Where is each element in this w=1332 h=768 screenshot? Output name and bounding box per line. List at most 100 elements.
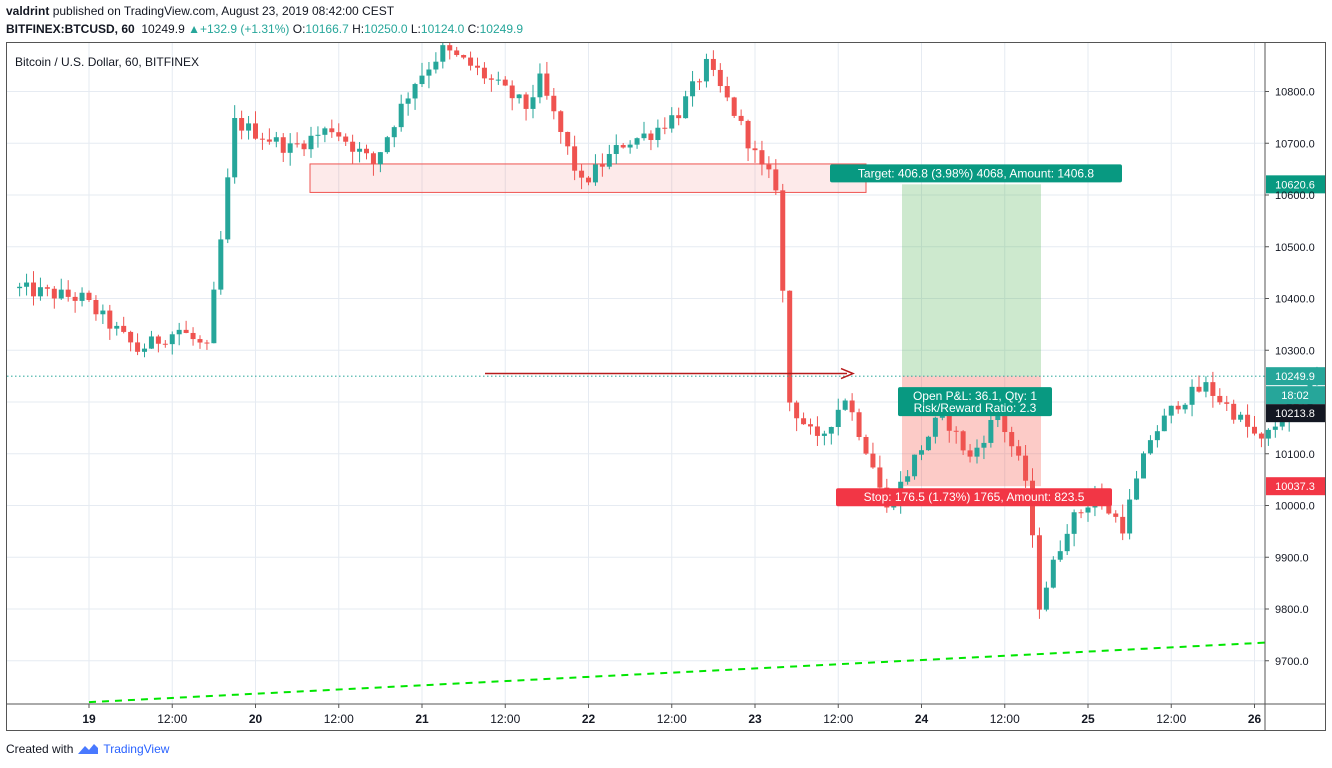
- candle-body: [946, 405, 952, 431]
- candle-body: [669, 115, 675, 129]
- tradingview-brand[interactable]: TradingView: [103, 742, 170, 756]
- close-value: 10249.9: [479, 22, 524, 36]
- level-price-tag: 10213.8: [1266, 404, 1325, 423]
- last-price-tag: 10249.9: [1266, 367, 1325, 386]
- stop-price-tag-text: 10037.3: [1275, 481, 1315, 493]
- time-axis[interactable]: 19 12:00 20 12:00 21 12:00 22 12:00 23 12:00 24 12:…: [82, 704, 1261, 726]
- low-value: 10124.0: [420, 22, 465, 36]
- ohlc-bar: BITFINEX:BTCUSD, 60 10249.9 ▲+132.9 (+1.…: [6, 22, 523, 36]
- candle-body: [828, 426, 834, 434]
- price-chart[interactable]: Target: 406.8 (3.98%) 4068, Amount: 1406…: [7, 43, 1325, 730]
- candle-body: [336, 132, 342, 137]
- countdown-tag-text: 18:02: [1281, 390, 1309, 402]
- candle-body: [1168, 405, 1174, 416]
- candle-body: [239, 118, 245, 131]
- candle-body: [197, 339, 203, 343]
- stop-label-text: Stop: 176.5 (1.73%) 1765, Amount: 823.5: [864, 490, 1085, 504]
- candle-body: [37, 287, 43, 297]
- candle-body: [1134, 478, 1140, 500]
- candle-body: [599, 164, 605, 167]
- candle-body: [183, 329, 189, 333]
- candle-body: [121, 325, 127, 332]
- candle-body: [433, 61, 439, 70]
- price-tick-label: 10800.0: [1275, 87, 1315, 99]
- candle-body: [870, 453, 876, 468]
- candle-body: [357, 148, 363, 152]
- price-axis[interactable]: 9700.0 9800.0 9900.0 10000.0 10100.0 10300.0 1…: [1265, 87, 1315, 668]
- candle-body: [1245, 414, 1251, 427]
- candle-body: [294, 143, 300, 145]
- candle-body: [606, 153, 612, 167]
- candle-body: [1085, 507, 1091, 513]
- candle-body: [523, 94, 529, 109]
- target-price-tag: 10620.6: [1266, 175, 1325, 194]
- candle-body: [821, 433, 827, 436]
- footer: Created with TradingView: [6, 742, 169, 756]
- candle-body: [266, 139, 272, 142]
- author-name[interactable]: valdrint: [6, 4, 50, 18]
- target-label-bg: [830, 164, 1122, 183]
- stop-label: Stop: 176.5 (1.73%) 1765, Amount: 823.5: [836, 488, 1112, 507]
- candle-body: [974, 447, 980, 457]
- candle-body: [398, 103, 404, 128]
- candle-body: [370, 153, 376, 165]
- candle-body: [683, 96, 689, 119]
- candle-body: [1224, 402, 1230, 404]
- candle-body: [1120, 516, 1126, 534]
- candle-body: [391, 127, 397, 138]
- candle-body: [1196, 386, 1202, 392]
- candle-body: [544, 73, 550, 96]
- candle-body: [162, 343, 168, 345]
- candle-body: [461, 55, 467, 58]
- candle-body: [558, 111, 564, 132]
- candle-body: [537, 73, 543, 98]
- price-tick-label: 9900.0: [1275, 552, 1309, 564]
- candle-body: [350, 141, 356, 152]
- time-tick-label: 20: [249, 712, 263, 726]
- candle-body: [808, 424, 813, 427]
- candle-body: [31, 282, 36, 297]
- candle-body: [128, 331, 134, 343]
- candle-body: [509, 85, 515, 99]
- symbol-label[interactable]: BITFINEX:BTCUSD, 60: [6, 22, 135, 36]
- candle-body: [1272, 426, 1278, 430]
- candle-body: [794, 402, 800, 419]
- candle-body: [405, 98, 411, 104]
- candle-body: [905, 476, 911, 482]
- stop-price-tag: 10037.3: [1266, 477, 1325, 496]
- candle-body: [481, 67, 487, 79]
- candle-body: [801, 418, 807, 425]
- time-tick-label: 12:00: [990, 712, 1020, 726]
- time-tick-label: 21: [415, 712, 429, 726]
- price-tick-label: 9700.0: [1275, 656, 1309, 668]
- candle-body: [530, 97, 536, 109]
- candle-body: [1064, 533, 1070, 552]
- candle-body: [1050, 559, 1056, 588]
- resistance-arrow-icon: [840, 367, 855, 380]
- candle-body: [891, 505, 897, 508]
- target-label: Target: 406.8 (3.98%) 4068, Amount: 1406…: [830, 164, 1122, 183]
- candle-body: [502, 79, 508, 86]
- stop-label-bg: [836, 488, 1112, 507]
- price-tick-label: 10000.0: [1275, 501, 1315, 513]
- countdown-tag-bg: [1266, 386, 1325, 405]
- candle-body: [1265, 429, 1271, 439]
- price-tick-label: 10100.0: [1275, 449, 1315, 461]
- drawings[interactable]: [309, 163, 1041, 487]
- candle-body: [697, 81, 702, 83]
- candle-body: [225, 177, 231, 240]
- price-tick-label: 10300.0: [1275, 345, 1315, 357]
- chart-frame[interactable]: Target: 406.8 (3.98%) 4068, Amount: 1406…: [6, 42, 1326, 731]
- candle-body: [107, 310, 113, 329]
- candle-body: [1238, 414, 1244, 420]
- stop-price-tag-bg: [1266, 477, 1325, 496]
- candle-body: [710, 58, 716, 70]
- countdown-tag: 18:02: [1266, 386, 1325, 405]
- chart-title: Bitcoin / U.S. Dollar, 60, BITFINEX: [15, 55, 199, 69]
- candle-body: [1182, 404, 1188, 410]
- publish-info: valdrint published on TradingView.com, A…: [6, 4, 394, 18]
- candle-body: [1252, 426, 1257, 434]
- candle-body: [253, 123, 258, 139]
- candle-body: [773, 169, 779, 191]
- price-change: +132.9 (+1.31%): [199, 22, 290, 36]
